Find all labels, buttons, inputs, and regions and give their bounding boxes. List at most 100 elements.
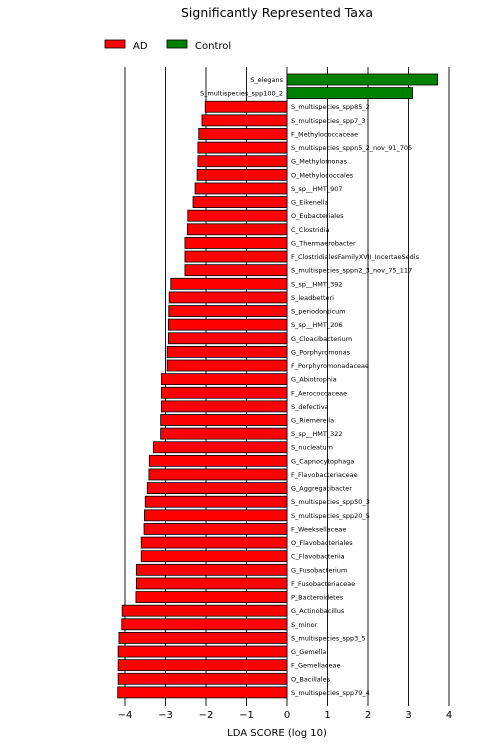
bar-label: S_multispecies_spp85_2 xyxy=(291,103,370,111)
bar-label: S_multispecies_spp7_3 xyxy=(291,117,366,125)
bar-label: G_Porphyromonas xyxy=(291,348,351,356)
bar-labels-group: S_elegans S_multispecies_spp100_2 S_multis… xyxy=(200,76,420,697)
bar-label: G_Riemerella xyxy=(291,417,334,425)
bar-label: F_Aerococcaceae xyxy=(291,389,347,397)
bar xyxy=(148,468,288,481)
chart-title: Significantly Represented Taxa xyxy=(181,5,373,20)
x-axis: −4 −3 −2 −1 0 1 2 3 4 xyxy=(118,702,452,721)
bar xyxy=(160,414,288,426)
bar xyxy=(184,264,288,277)
bar xyxy=(166,345,288,358)
bars-group xyxy=(117,73,439,699)
bar xyxy=(121,618,288,631)
bar-label: S_multispecies_sppn5_2_nov_91_705 xyxy=(291,144,412,152)
legend-swatch-control xyxy=(166,39,188,49)
bar xyxy=(148,454,288,467)
bar xyxy=(118,632,288,644)
bar-label: G_Capnocytophaga xyxy=(291,457,354,465)
bar-label: G_Fusobacterium xyxy=(291,566,347,574)
x-tick-label: −3 xyxy=(158,710,173,721)
bar xyxy=(135,591,288,603)
bar-label: S_multispecies_spp79_4 xyxy=(291,689,370,697)
bar xyxy=(167,332,288,345)
bar xyxy=(166,359,288,372)
bar-label: O_Methylococcales xyxy=(291,171,354,179)
bar-label: F_Porphyromonadaceae xyxy=(291,362,369,370)
bar-label: S_multispecies_spp100_2 xyxy=(200,90,283,98)
bar-label: O_Flavobacteriales xyxy=(291,539,353,547)
legend-label-ad: AD xyxy=(133,41,148,52)
bar xyxy=(197,155,288,168)
bar-label: S_sp__HMT_907 xyxy=(291,185,343,193)
bar-label: S_sp__HMT_206 xyxy=(291,321,343,329)
bar xyxy=(286,87,413,100)
bar xyxy=(184,250,288,263)
legend: AD Control xyxy=(104,39,231,52)
bar-label: G_Abiotrophia xyxy=(291,376,337,384)
bar xyxy=(192,196,288,208)
x-tick-label: 1 xyxy=(324,710,330,721)
bar-label: S_nucleatum xyxy=(291,444,333,452)
bar xyxy=(187,209,288,222)
bar-label: F_ClostridialesFamilyXVII_IncertaeSedis xyxy=(291,253,420,261)
bar-label: S_multispecies_spp3_5 xyxy=(291,634,366,642)
x-axis-label: LDA SCORE (log 10) xyxy=(227,728,327,739)
bar-label: S_multispecies_spp20_5 xyxy=(291,512,370,520)
x-tick-label: 0 xyxy=(284,710,290,721)
bar-label: G_Eikenella xyxy=(291,199,328,207)
bar-label: S_multispecies_sppn2_3_nov_75_117 xyxy=(291,267,412,275)
bar-label: S_defectiva xyxy=(291,403,329,411)
bar xyxy=(140,550,288,563)
bar xyxy=(201,114,288,127)
x-tick-label: −2 xyxy=(199,710,214,721)
bar xyxy=(117,672,288,685)
bar-label: G_Actinobacillus xyxy=(291,607,345,615)
bar-label: G_Cloacibacterium xyxy=(291,335,352,343)
bar xyxy=(143,523,288,535)
bar-label: F_Fusobacteriaceae xyxy=(291,580,355,588)
bar xyxy=(184,237,288,249)
bar xyxy=(117,686,288,699)
bar xyxy=(204,100,288,113)
x-tick-label: 2 xyxy=(365,710,371,721)
bar-label: S_leadbetteri xyxy=(291,294,334,302)
bar-label: O_Eubacteriales xyxy=(291,212,344,220)
bar xyxy=(194,182,288,195)
bar-label: G_Thermaerobacter xyxy=(291,239,356,247)
bar-label: S_minor xyxy=(291,621,318,629)
bar-label: G_Aggregatibacter xyxy=(291,485,352,493)
bar xyxy=(146,482,288,495)
bar xyxy=(197,141,288,154)
bar xyxy=(152,441,288,454)
bar xyxy=(121,604,288,617)
bar xyxy=(117,659,288,672)
bar xyxy=(161,386,288,399)
bar xyxy=(186,223,288,236)
bar xyxy=(144,509,288,522)
bar xyxy=(161,400,288,413)
bar-label: F_Flavobacteriaceae xyxy=(291,471,358,479)
bar xyxy=(196,168,288,181)
bar xyxy=(167,318,288,331)
bar-label: F_Gemellaceae xyxy=(291,662,341,670)
bar-label: C_Flavobacteriia xyxy=(291,553,345,561)
bar xyxy=(286,73,439,86)
bar xyxy=(168,291,288,304)
bar xyxy=(140,536,288,549)
x-tick-label: −4 xyxy=(118,710,133,721)
bar xyxy=(144,495,288,508)
bar xyxy=(160,427,288,440)
bar-label: G_Gemella xyxy=(291,648,326,656)
bar-label: S_sp__HMT_392 xyxy=(291,280,343,288)
bar-label: S_periodonticum xyxy=(291,308,346,316)
x-tick-label: 4 xyxy=(446,710,452,721)
bar-label: F_Weeksellaceae xyxy=(291,525,346,533)
bar-label: S_multispecies_spp50_3 xyxy=(291,498,370,506)
bar-label: G_Methylomonas xyxy=(291,158,348,166)
legend-swatch-ad xyxy=(104,39,126,49)
bar xyxy=(117,645,288,658)
bar xyxy=(135,563,288,576)
bar xyxy=(135,577,288,590)
x-tick-label: −1 xyxy=(239,710,254,721)
